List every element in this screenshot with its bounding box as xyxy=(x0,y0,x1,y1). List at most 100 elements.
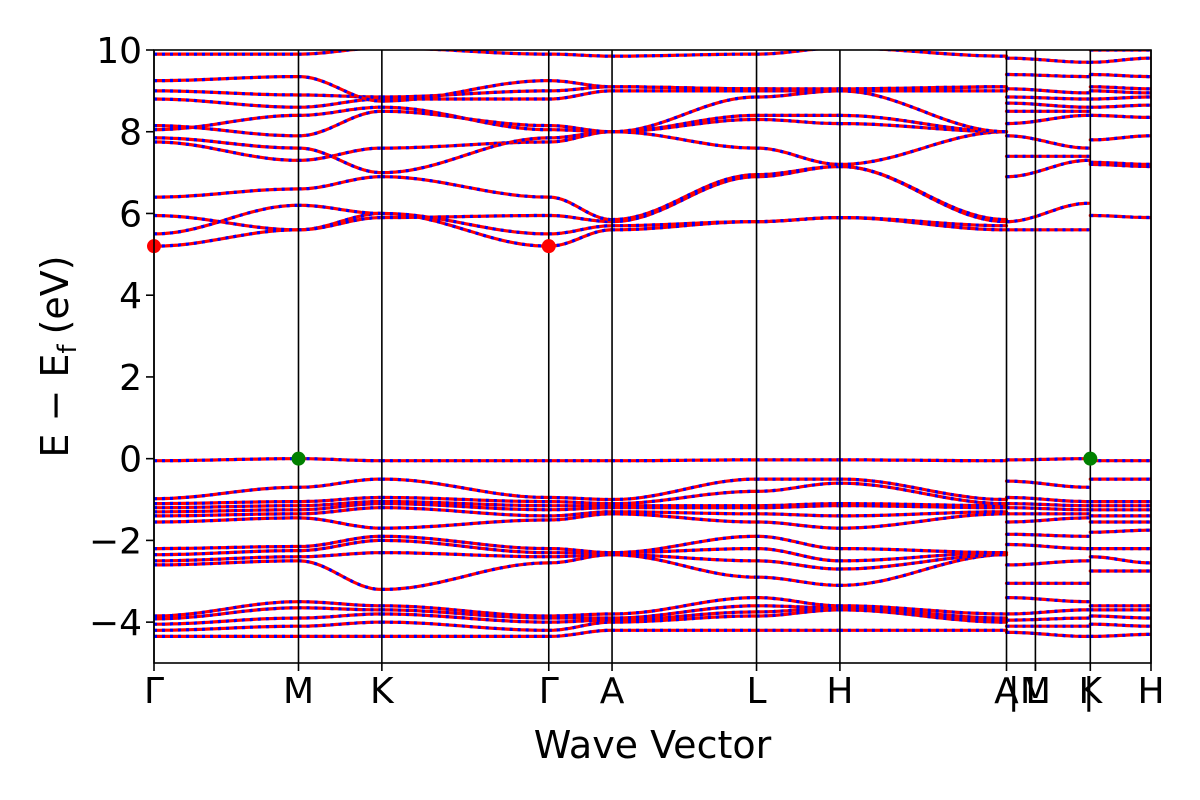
band-line-spin-down xyxy=(839,85,1007,91)
band-line-spin-down xyxy=(1090,85,1151,91)
band-line-spin-down xyxy=(298,620,382,628)
band-line-spin-down xyxy=(154,140,299,162)
band-line-spin-down xyxy=(548,618,612,624)
band-line-spin-down xyxy=(756,89,840,99)
band-line-spin-down xyxy=(154,606,299,621)
x-axis: Γ M K Γ A L H A| LM |K H xyxy=(144,663,1165,712)
x-tick-label: L xyxy=(1025,671,1045,712)
band-line-spin-down xyxy=(154,555,299,563)
y-axis-title-sub: f xyxy=(53,344,83,354)
band-line-spin-down xyxy=(154,89,299,97)
band-line-spin-down xyxy=(756,504,840,510)
band-line-spin-down xyxy=(154,97,299,109)
band-line-spin-down xyxy=(548,228,613,248)
band-line-spin-down xyxy=(756,534,840,551)
band-line-spin-down xyxy=(548,547,613,555)
band-line-spin-down xyxy=(154,508,299,514)
band-line-spin-up xyxy=(380,538,551,555)
band-line-spin-up xyxy=(380,506,551,518)
band-line-spin-down xyxy=(298,109,382,138)
plot-area xyxy=(154,50,1151,638)
band-line-spin-down xyxy=(756,512,840,518)
band-line-spin-up xyxy=(380,612,551,624)
band-line-spin-down xyxy=(154,512,299,518)
band-line-spin-up xyxy=(380,495,551,504)
band-line-spin-down xyxy=(1090,103,1151,109)
band-line-spin-up xyxy=(380,561,551,591)
band-line-spin-down xyxy=(298,75,382,103)
band-line-spin-down xyxy=(611,477,757,502)
band-line-spin-up xyxy=(380,213,551,220)
band-line-spin-up xyxy=(380,211,551,236)
band-line-spin-down xyxy=(548,85,612,93)
band-line-spin-down xyxy=(154,228,299,248)
band-line-spin-up xyxy=(838,130,1009,166)
band-line-spin-down xyxy=(1090,632,1151,638)
band-line-spin-down xyxy=(154,113,299,132)
x-tick-label: H xyxy=(826,671,853,712)
band-line-spin-down xyxy=(612,52,757,58)
x-tick-label: A xyxy=(994,671,1019,712)
band-line-spin-down xyxy=(298,146,382,162)
band-line-spin-up xyxy=(380,136,551,175)
y-axis-title-unit: (eV) xyxy=(33,255,77,334)
band-line-spin-up xyxy=(380,89,551,99)
band-line-spin-down xyxy=(756,608,840,618)
band-line-spin-down xyxy=(548,553,612,565)
band-line-spin-up xyxy=(838,604,1009,616)
kpoint-separators xyxy=(153,50,1152,663)
x-tick-label: K xyxy=(1079,671,1104,712)
band-line-spin-down xyxy=(756,481,840,493)
band-line-spin-down xyxy=(612,220,757,228)
band-line-spin-down xyxy=(154,616,299,626)
band-line-spin-down xyxy=(154,213,299,232)
band-line-spin-up xyxy=(409,50,551,56)
band-line-spin-down xyxy=(1090,555,1151,565)
y-tick-label: 2 xyxy=(119,358,142,399)
band-line-spin-down xyxy=(1090,213,1151,220)
band-line-spin-down xyxy=(1006,616,1089,622)
band-line-spin-down xyxy=(1006,630,1089,638)
band-line-spin-down xyxy=(298,457,382,463)
y-tick-label: −2 xyxy=(89,521,142,562)
x-tick-label: M xyxy=(283,671,314,712)
band-line-spin-down xyxy=(612,610,757,622)
band-line-spin-down xyxy=(1006,608,1089,616)
y-axis: −4 −2 0 2 4 6 8 10 xyxy=(89,31,154,644)
band-line-spin-down xyxy=(612,510,757,516)
band-line-spin-down xyxy=(612,85,757,91)
band-line-spin-down xyxy=(1006,56,1089,64)
band-line-spin-down xyxy=(548,128,612,134)
y-tick-label: −4 xyxy=(89,603,142,644)
band-line-spin-down xyxy=(548,506,612,512)
band-line-spin-down xyxy=(548,124,612,134)
band-line-spin-down xyxy=(298,502,382,512)
band-line-spin-up xyxy=(380,551,551,559)
band-line-spin-down xyxy=(298,612,382,620)
band-line-spin-up xyxy=(610,175,759,224)
band-line-spin-down xyxy=(1090,72,1151,79)
band-line-spin-down xyxy=(298,506,382,516)
x-tick-label: A xyxy=(600,671,625,712)
vbm-marker xyxy=(291,451,306,466)
band-line-spin-down xyxy=(298,97,382,109)
band-line-spin-down xyxy=(548,612,612,618)
band-line-spin-down xyxy=(298,500,382,508)
band-line-spin-down xyxy=(298,105,382,117)
band-line-spin-down xyxy=(756,502,840,508)
band-line-spin-down xyxy=(298,477,382,489)
band-line-spin-down xyxy=(611,130,757,150)
band-line-spin-up xyxy=(296,559,384,591)
band-line-spin-down xyxy=(548,512,613,522)
x-tick-label: Γ xyxy=(539,671,559,712)
band-line-spin-down xyxy=(1006,502,1089,508)
band-line-spin-down xyxy=(1090,56,1151,64)
band-line-spin-down xyxy=(1090,622,1151,628)
band-line-spin-down xyxy=(1006,113,1089,126)
y-tick-label: 10 xyxy=(96,31,142,72)
band-line-spin-down xyxy=(1090,113,1151,119)
band-line-spin-down xyxy=(154,500,299,506)
band-line-spin-down xyxy=(1090,89,1151,95)
band-line-spin-up xyxy=(380,502,551,512)
band-line-spin-down xyxy=(756,164,840,177)
